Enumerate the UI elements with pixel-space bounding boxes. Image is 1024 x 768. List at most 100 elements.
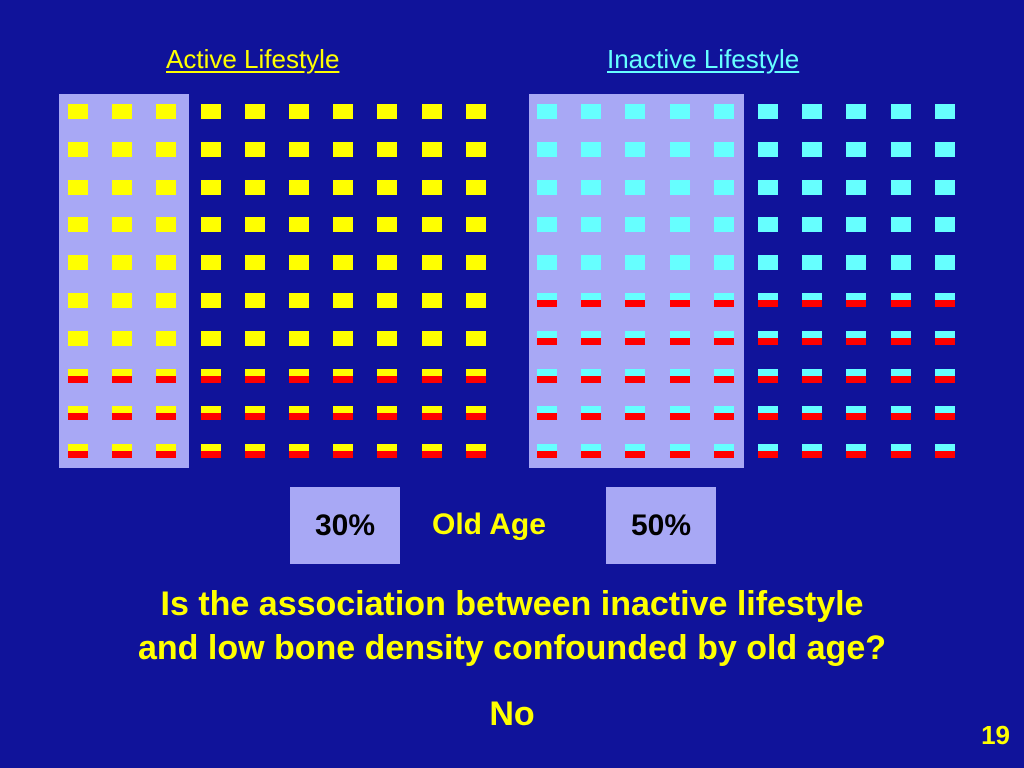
inactive-person-marker — [890, 406, 911, 421]
active-person-marker — [244, 217, 265, 233]
inactive-person-marker — [758, 444, 778, 459]
inactive-person-marker — [537, 368, 557, 383]
active-person-marker — [156, 217, 177, 233]
inactive-person-marker — [713, 293, 734, 307]
active-person-marker — [333, 330, 354, 346]
inactive-person-marker — [758, 179, 778, 195]
active-person-marker — [465, 255, 486, 271]
active-person-marker — [465, 104, 486, 119]
inactive-person-marker — [846, 217, 867, 233]
inactive-person-marker — [802, 330, 823, 345]
inactive-person-marker — [625, 255, 646, 271]
inactive-person-marker — [802, 368, 823, 383]
inactive-person-marker — [802, 141, 823, 157]
inactive-person-marker — [669, 141, 690, 157]
inactive-person-marker — [846, 444, 867, 459]
active-person-marker — [377, 179, 398, 195]
inactive-person-marker — [581, 330, 602, 345]
inactive-person-marker — [758, 104, 778, 119]
question-line-1: Is the association between inactive life… — [160, 585, 864, 623]
inactive-person-marker — [669, 444, 690, 459]
inactive-person-marker — [669, 217, 690, 233]
active-person-marker — [465, 330, 486, 346]
active-person-marker — [289, 104, 309, 119]
inactive-person-marker — [713, 179, 734, 195]
inactive-person-marker — [581, 406, 602, 421]
active-person-marker — [68, 255, 88, 271]
inactive-person-marker — [581, 217, 602, 233]
inactive-person-marker — [802, 217, 823, 233]
active-person-marker — [112, 406, 133, 421]
active-person-marker — [465, 217, 486, 233]
active-person-marker — [465, 444, 486, 459]
active-old-age-percent: 30% — [290, 487, 400, 564]
active-person-marker — [333, 293, 354, 308]
active-person-marker — [112, 255, 133, 271]
active-person-marker — [244, 444, 265, 459]
active-person-marker — [156, 179, 177, 195]
active-person-marker — [200, 255, 221, 271]
inactive-old-age-percent: 50% — [606, 487, 716, 564]
inactive-person-marker — [758, 217, 778, 233]
active-person-marker — [68, 104, 88, 119]
active-person-marker — [68, 293, 88, 308]
inactive-person-marker — [846, 255, 867, 271]
active-person-marker — [333, 104, 354, 119]
active-person-marker — [112, 444, 133, 459]
active-person-marker — [465, 141, 486, 157]
inactive-person-marker — [846, 179, 867, 195]
inactive-person-marker — [758, 141, 778, 157]
active-person-marker — [200, 293, 221, 308]
active-person-marker — [200, 104, 221, 119]
active-person-marker — [112, 293, 133, 308]
inactive-person-marker — [934, 141, 955, 157]
inactive-person-marker — [890, 179, 911, 195]
active-person-marker — [377, 368, 398, 383]
active-person-marker — [156, 368, 177, 383]
inactive-person-marker — [581, 179, 602, 195]
active-person-marker — [333, 255, 354, 271]
old-age-label: Old Age — [432, 508, 546, 541]
active-person-marker — [156, 406, 177, 421]
inactive-person-marker — [669, 104, 690, 119]
active-person-marker — [68, 368, 88, 383]
question-line-2: and low bone density confounded by old a… — [137, 629, 887, 667]
inactive-person-marker — [625, 141, 646, 157]
active-person-marker — [377, 217, 398, 233]
active-person-marker — [377, 104, 398, 119]
inactive-person-marker — [713, 141, 734, 157]
inactive-person-marker — [846, 330, 867, 345]
active-person-marker — [244, 255, 265, 271]
inactive-person-marker — [846, 406, 867, 421]
inactive-person-marker — [713, 255, 734, 271]
active-person-marker — [244, 141, 265, 157]
inactive-person-marker — [669, 330, 690, 345]
inactive-person-marker — [669, 368, 690, 383]
inactive-person-marker — [537, 293, 557, 307]
active-person-marker — [200, 444, 221, 459]
active-person-marker — [421, 255, 442, 271]
active-person-marker — [421, 444, 442, 459]
active-person-marker — [333, 368, 354, 383]
active-person-marker — [112, 330, 133, 346]
inactive-person-marker — [934, 255, 955, 271]
inactive-person-marker — [890, 368, 911, 383]
inactive-person-marker — [669, 406, 690, 421]
active-person-marker — [421, 104, 442, 119]
active-person-marker — [112, 179, 133, 195]
active-person-marker — [289, 368, 309, 383]
active-person-marker — [156, 330, 177, 346]
inactive-person-marker — [537, 330, 557, 345]
active-person-marker — [112, 104, 133, 119]
active-person-marker — [244, 406, 265, 421]
active-person-marker — [333, 179, 354, 195]
active-person-marker — [377, 444, 398, 459]
inactive-person-marker — [625, 104, 646, 119]
active-person-marker — [156, 255, 177, 271]
inactive-person-marker — [846, 141, 867, 157]
active-person-marker — [244, 368, 265, 383]
inactive-person-marker — [758, 330, 778, 345]
active-person-marker — [289, 330, 309, 346]
active-person-marker — [200, 217, 221, 233]
